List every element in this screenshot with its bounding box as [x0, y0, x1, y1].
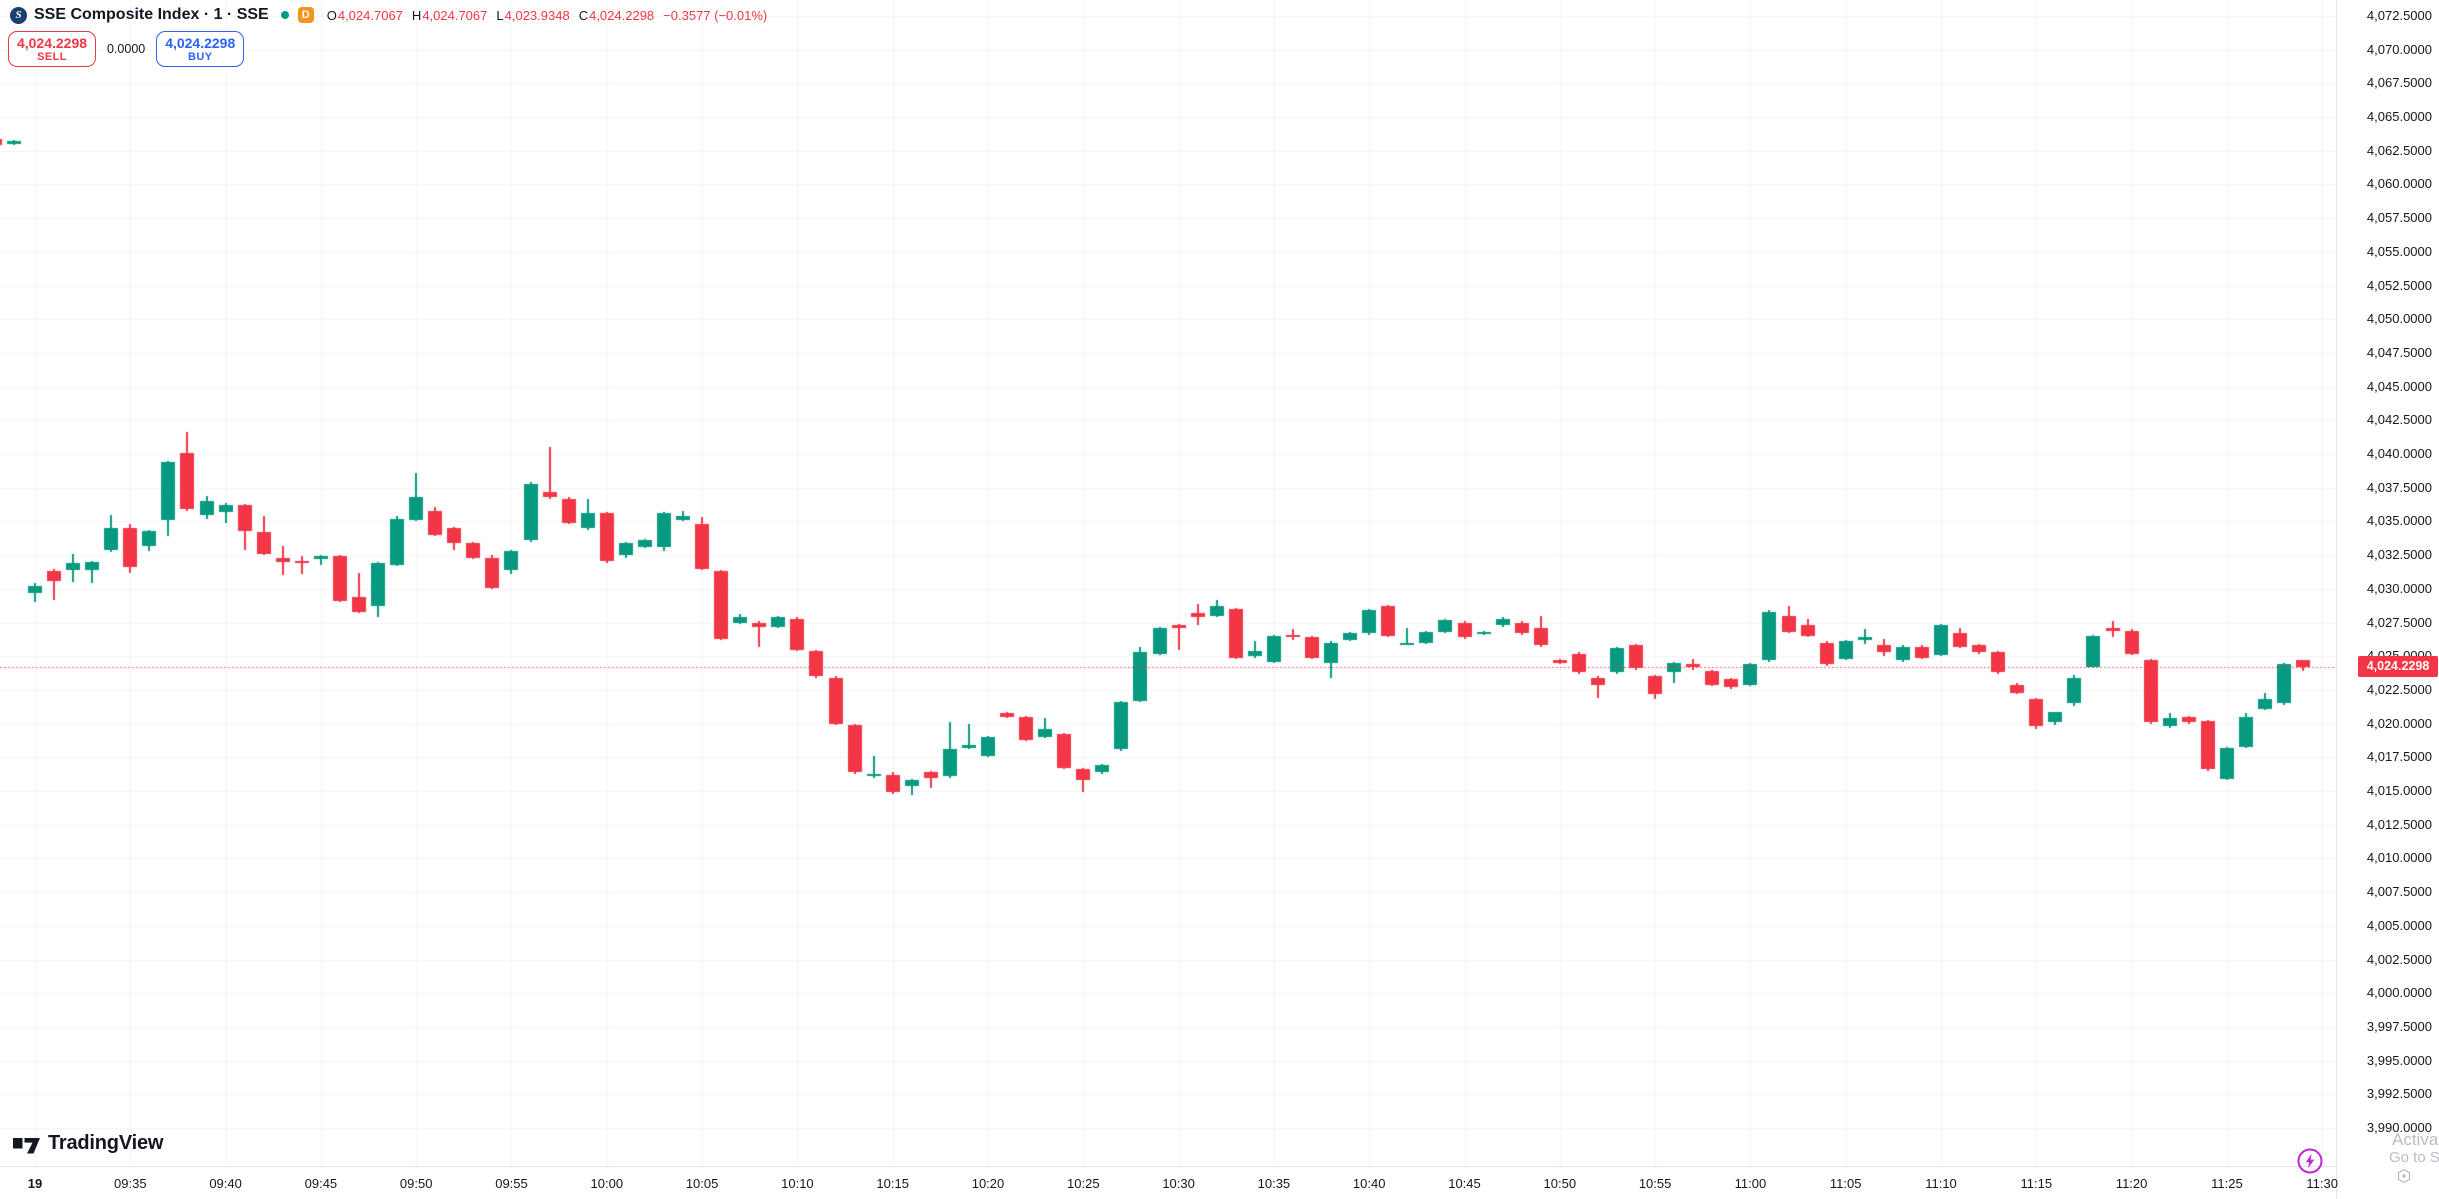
tradingview-wordmark: TradingView	[48, 1132, 164, 1154]
activate-watermark-line2: Go to S	[2389, 1149, 2439, 1166]
price-tick-label: 4,052.5000	[2366, 277, 2432, 293]
activate-watermark-line1: Activa	[2392, 1130, 2439, 1149]
price-tick-label: 4,067.5000	[2366, 75, 2432, 91]
tradingview-logo[interactable]: TradingView	[13, 1132, 163, 1155]
open-value: 4,024.7067	[337, 7, 403, 23]
time-tick-label: 09:40	[209, 1176, 242, 1191]
change-value: −0.3577 (−0.01%)	[663, 7, 768, 23]
buy-button[interactable]: 4,024.2298 BUY	[156, 31, 245, 67]
time-tick-label: 11:15	[2020, 1176, 2053, 1191]
price-tick-label: 3,992.5000	[2366, 1086, 2432, 1102]
time-tick-label: 10:50	[1543, 1176, 1577, 1191]
spread-value: 0.0000	[107, 42, 146, 56]
buy-price: 4,024.2298	[165, 34, 236, 51]
lightning-icon[interactable]	[2296, 1147, 2324, 1180]
close-label: C	[578, 7, 589, 23]
sell-price: 4,024.2298	[16, 34, 88, 51]
price-tick-label: 4,065.0000	[2366, 109, 2432, 125]
price-tick-label: 4,010.0000	[2366, 850, 2432, 866]
sell-label: SELL	[37, 50, 67, 63]
time-tick-label: 10:25	[1067, 1176, 1100, 1191]
time-tick-label: 11:30	[2306, 1176, 2338, 1191]
time-tick-label: 10:05	[685, 1176, 719, 1191]
price-tick-label: 4,000.0000	[2366, 985, 2432, 1001]
time-tick-label: 09:35	[114, 1176, 147, 1191]
time-tick-label: 10:45	[1448, 1176, 1481, 1191]
order-panel: 4,024.2298 SELL 0.0000 4,024.2298 BUY	[8, 31, 245, 67]
price-tick-label: 4,002.5000	[2366, 951, 2432, 967]
price-tick-label: 4,050.0000	[2366, 311, 2432, 327]
last-price-badge: 4,024.2298	[2358, 655, 2438, 677]
price-tick-label: 4,020.0000	[2366, 715, 2432, 731]
time-tick-label: 09:45	[304, 1176, 338, 1191]
ohlc-legend: O 4,024.7067 H 4,024.7067 L 4,023.9348 C 4,0…	[327, 8, 768, 23]
sse-logo-icon: S	[10, 6, 27, 24]
low-value: 4,023.9348	[504, 7, 570, 23]
time-tick-label: 11:25	[2211, 1176, 2243, 1191]
delayed-data-badge[interactable]: D	[297, 7, 314, 23]
price-tick-label: 4,047.5000	[2366, 344, 2432, 360]
price-tick-label: 4,070.0000	[2366, 41, 2432, 57]
time-tick-label: 10:10	[781, 1176, 814, 1191]
price-tick-label: 4,072.5000	[2366, 8, 2432, 23]
symbol-title[interactable]: SSE Composite Index · 1 · SSE	[34, 6, 269, 23]
price-tick-label: 4,015.0000	[2366, 783, 2432, 799]
price-tick-label: 4,060.0000	[2366, 176, 2432, 192]
time-tick-label: 10:00	[590, 1176, 624, 1191]
low-label: L	[496, 7, 504, 23]
symbol-header: S SSE Composite Index · 1 · SSE D O 4,024…	[10, 6, 767, 24]
price-tick-label: 4,007.5000	[2366, 884, 2432, 900]
price-tick-label: 4,037.5000	[2366, 479, 2432, 495]
price-tick-label: 4,017.5000	[2366, 749, 2432, 765]
market-open-dot-icon[interactable]	[280, 11, 289, 19]
time-tick-label: 09:55	[495, 1176, 528, 1191]
time-tick-label: 11:05	[1829, 1176, 1862, 1191]
time-tick-label: 10:35	[1257, 1176, 1291, 1191]
price-tick-label: 4,032.5000	[2366, 547, 2432, 563]
time-tick-label: 11:20	[2115, 1176, 2148, 1191]
price-tick-label: 4,040.0000	[2366, 446, 2432, 462]
price-tick-label: 4,045.0000	[2366, 378, 2432, 394]
time-tick-session-label: 19	[27, 1176, 43, 1191]
price-tick-label: 4,027.5000	[2366, 614, 2432, 630]
price-tick-label: 4,055.0000	[2366, 243, 2432, 259]
price-tick-label: 4,022.5000	[2366, 681, 2432, 697]
price-axis[interactable]: 4,024.2298 4,072.5000 4,070.0000 4,067.500…	[2336, 0, 2439, 1199]
close-value: 4,024.2298	[589, 7, 655, 23]
price-tick-label: 3,997.5000	[2366, 1018, 2432, 1034]
price-tick-label: 4,035.0000	[2366, 513, 2432, 529]
sell-button[interactable]: 4,024.2298 SELL	[8, 31, 96, 67]
time-tick-label: 10:15	[876, 1176, 909, 1191]
time-tick-label: 10:40	[1352, 1176, 1386, 1191]
price-tick-label: 4,030.0000	[2366, 580, 2432, 596]
price-tick-label: 4,062.5000	[2366, 142, 2432, 158]
time-tick-label: 10:20	[971, 1176, 1005, 1191]
price-tick-label: 4,057.5000	[2366, 210, 2432, 226]
buy-label: BUY	[188, 50, 213, 63]
high-label: H	[411, 7, 422, 23]
time-tick-label: 11:00	[1734, 1176, 1767, 1191]
price-tick-label: 4,005.0000	[2366, 917, 2432, 933]
open-label: O	[326, 7, 337, 23]
tradingview-mark-icon	[13, 1137, 40, 1153]
price-tick-label: 3,990.0000	[2366, 1120, 2432, 1135]
price-tick-label: 4,042.5000	[2366, 412, 2432, 428]
price-tick-label: 3,995.0000	[2366, 1052, 2432, 1068]
high-value: 4,024.7067	[422, 7, 488, 23]
time-tick-label: 11:10	[1925, 1176, 1957, 1191]
candlestick-chart[interactable]	[0, 0, 2336, 1166]
price-tick-label: 4,012.5000	[2366, 816, 2432, 832]
time-tick-label: 10:30	[1162, 1176, 1195, 1191]
time-tick-label: 09:50	[399, 1176, 433, 1191]
time-tick-label: 10:55	[1638, 1176, 1672, 1191]
time-axis[interactable]: 19 09:35 09:40 09:45 09:50 09:55 10:00 10:05 10:…	[0, 1166, 2338, 1199]
hexagon-settings-icon[interactable]	[2396, 1168, 2412, 1189]
